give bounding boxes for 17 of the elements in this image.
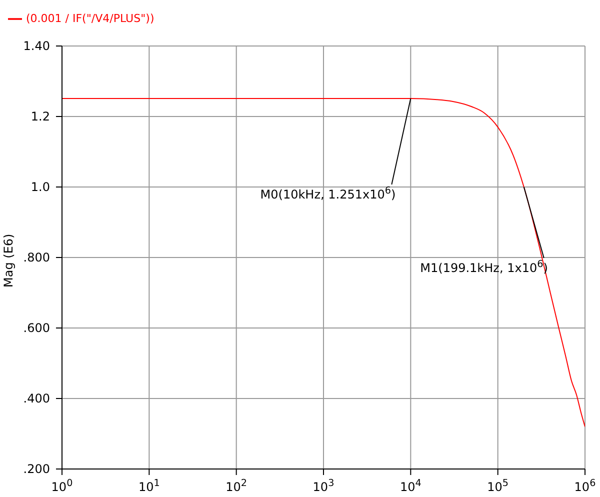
x-tick-label: 10$^{4}$: [400, 478, 422, 494]
x-tick-label: 10$^{0}$: [51, 478, 73, 494]
y-tick-label: 1.40: [23, 39, 50, 53]
x-tick-label: 10$^{5}$: [487, 478, 509, 494]
x-tick-label: 10$^{2}$: [226, 478, 248, 494]
x-tick-label: 10$^{1}$: [138, 478, 160, 494]
y-tick-label: .600: [23, 321, 50, 335]
y-tick-label: .800: [23, 250, 50, 264]
y-tick-label: 1.0: [30, 180, 50, 194]
x-tick-label: 10$^{6}$: [574, 478, 596, 494]
y-axis-title: Mag (E6): [1, 234, 16, 288]
y-tick-label: 1.2: [30, 110, 50, 124]
y-tick-label: .200: [23, 462, 50, 476]
annotation: M0(10kHz, 1.251x10$^{6}$): [260, 185, 396, 202]
x-tick-label: 10$^{3}$: [312, 478, 334, 494]
y-tick-label: .400: [23, 392, 50, 406]
legend-label: (0.001 / IF("/V4/PLUS")): [26, 12, 154, 26]
